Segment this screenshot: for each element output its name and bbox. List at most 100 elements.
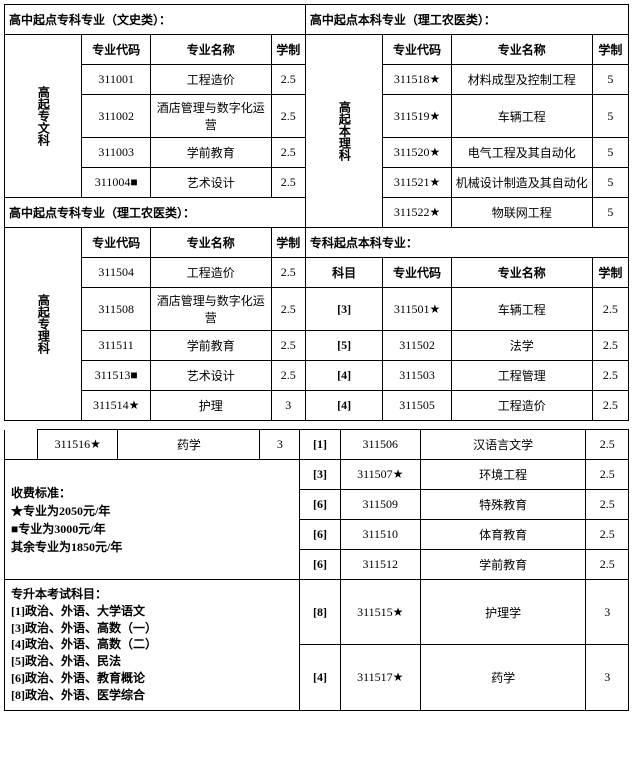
- table-cell: 2.5: [586, 520, 629, 550]
- table-cell: 3: [586, 645, 629, 710]
- table-cell: [8]: [300, 580, 340, 645]
- table-cell: 学前教育: [420, 550, 585, 580]
- table-cell: 2.5: [271, 258, 305, 288]
- rm-col-name: 专业名称: [451, 258, 592, 288]
- table-cell: 药学: [420, 645, 585, 710]
- table-cell: 311519★: [383, 95, 451, 138]
- right-top-title: 高中起点本科专业（理工农医类）：: [305, 5, 628, 35]
- table-cell: [4]: [305, 391, 382, 421]
- table-cell: 2.5: [586, 430, 629, 460]
- table-cell: 2.5: [592, 361, 628, 391]
- table-cell: 311511: [82, 331, 150, 361]
- table-cell: 工程造价: [451, 391, 592, 421]
- table-cell: 电气工程及其自动化: [451, 138, 592, 168]
- table-cell: 学前教育: [150, 138, 271, 168]
- table-cell: 311513■: [82, 361, 150, 391]
- table-cell: 工程造价: [150, 258, 271, 288]
- table-cell: 311501★: [383, 288, 451, 331]
- table-cell: 车辆工程: [451, 95, 592, 138]
- table-cell: 3: [260, 430, 300, 460]
- table-cell: 2.5: [586, 460, 629, 490]
- table-cell: 311503: [383, 361, 451, 391]
- table-cell: 311512: [340, 550, 420, 580]
- lt-col-code: 专业代码: [82, 35, 150, 65]
- table-cell: 2.5: [271, 138, 305, 168]
- lt-col-name: 专业名称: [150, 35, 271, 65]
- table-cell: 护理学: [420, 580, 585, 645]
- table-cell: 311509: [340, 490, 420, 520]
- lt-col-dur: 学制: [271, 35, 305, 65]
- table-cell: 311522★: [383, 198, 451, 228]
- table-cell: 2.5: [271, 361, 305, 391]
- table-cell: 工程造价: [150, 65, 271, 95]
- table-cell: 工程管理: [451, 361, 592, 391]
- table-cell: 药学: [118, 430, 260, 460]
- table-cell: 2.5: [271, 95, 305, 138]
- table-cell: 学前教育: [150, 331, 271, 361]
- table-cell: [6]: [300, 550, 340, 580]
- table-cell: 2.5: [271, 65, 305, 95]
- rm-col-subj: 科目: [305, 258, 382, 288]
- left-top-title: 高中起点专科专业（文史类）：: [5, 5, 306, 35]
- table-cell: [6]: [300, 520, 340, 550]
- rt-col-code: 专业代码: [383, 35, 451, 65]
- table-cell: 艺术设计: [150, 361, 271, 391]
- table-cell: 环境工程: [420, 460, 585, 490]
- table-cell: 311003: [82, 138, 150, 168]
- table-cell: [4]: [300, 645, 340, 710]
- table-cell: 311515★: [340, 580, 420, 645]
- table-cell: 311518★: [383, 65, 451, 95]
- table-cell: 特殊教育: [420, 490, 585, 520]
- admissions-table-lower: 311516★ 药学 3 [1] 311506 汉语言文学 2.5 收费标准： …: [4, 429, 629, 711]
- table-cell: 311517★: [340, 645, 420, 710]
- table-cell: 2.5: [586, 550, 629, 580]
- table-cell: 物联网工程: [451, 198, 592, 228]
- left-top-group: 高起专文科: [5, 35, 82, 198]
- table-cell: 5: [592, 198, 628, 228]
- table-cell: 311507★: [340, 460, 420, 490]
- table-cell: 法学: [451, 331, 592, 361]
- rm-col-code: 专业代码: [383, 258, 451, 288]
- table-cell: 汉语言文学: [420, 430, 585, 460]
- table-cell: 材料成型及控制工程: [451, 65, 592, 95]
- table-cell: 艺术设计: [150, 168, 271, 198]
- exam-block: 专升本考试科目： [1]政治、外语、大学语文 [3]政治、外语、高数（一） [4…: [5, 580, 300, 711]
- table-cell: 2.5: [592, 331, 628, 361]
- table-cell: 311510: [340, 520, 420, 550]
- table-cell: 2.5: [271, 288, 305, 331]
- table-cell: 车辆工程: [451, 288, 592, 331]
- table-cell: 311004■: [82, 168, 150, 198]
- lm-col-dur: 学制: [271, 228, 305, 258]
- table-cell: 酒店管理与数字化运营: [150, 95, 271, 138]
- table-cell: [5]: [305, 331, 382, 361]
- table-cell: 311506: [340, 430, 420, 460]
- table-cell: 体育教育: [420, 520, 585, 550]
- table-cell: [3]: [300, 460, 340, 490]
- table-cell: 311505: [383, 391, 451, 421]
- table-cell: 311002: [82, 95, 150, 138]
- rt-col-dur: 学制: [592, 35, 628, 65]
- right-mid-title: 专科起点本科专业：: [305, 228, 628, 258]
- fees-block: 收费标准： ★专业为2050元/年 ■专业为3000元/年 其余专业为1850元…: [5, 460, 300, 580]
- table-cell: 酒店管理与数字化运营: [150, 288, 271, 331]
- left-mid-title: 高中起点专科专业（理工农医类）：: [5, 198, 306, 228]
- table-cell: [3]: [305, 288, 382, 331]
- table-cell: 3: [586, 580, 629, 645]
- admissions-table: 高中起点专科专业（文史类）： 高中起点本科专业（理工农医类）： 高起专文科 专业…: [4, 4, 629, 421]
- table-cell: [6]: [300, 490, 340, 520]
- table-cell: 5: [592, 138, 628, 168]
- table-cell: 311521★: [383, 168, 451, 198]
- table-cell: 3: [271, 391, 305, 421]
- table-cell: 2.5: [271, 168, 305, 198]
- table-cell: 2.5: [592, 391, 628, 421]
- rt-col-name: 专业名称: [451, 35, 592, 65]
- table-cell: 2.5: [586, 490, 629, 520]
- table-cell: 311508: [82, 288, 150, 331]
- table-cell: 2.5: [271, 331, 305, 361]
- table-cell: 护理: [150, 391, 271, 421]
- table-cell: 311520★: [383, 138, 451, 168]
- table-cell: 311504: [82, 258, 150, 288]
- table-cell: 311514★: [82, 391, 150, 421]
- lm-col-code: 专业代码: [82, 228, 150, 258]
- table-cell: [4]: [305, 361, 382, 391]
